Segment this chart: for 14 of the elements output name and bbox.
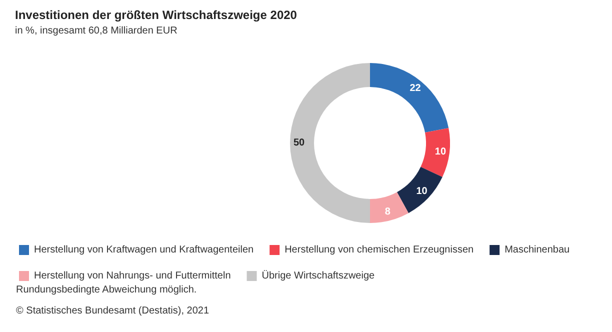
data-label: 8	[384, 206, 391, 218]
legend-label: Herstellung von Nahrungs- und Futtermitteln	[34, 270, 231, 282]
data-label: 22	[410, 82, 422, 94]
text: Rundungsbedingte Abweichung möglich.	[16, 284, 197, 296]
chart-subtitle: in %, insgesamt 60,8 Milliarden EUR	[15, 26, 178, 36]
chart-title: Investitionen der größten Wirtschaftszweige 2020	[15, 8, 298, 22]
legend-label: Herstellung von chemischen Erzeugnissen	[284, 244, 474, 256]
text: © Statistisches Bundesamt (Destatis), 2021	[16, 306, 210, 316]
data-label: 10	[416, 186, 428, 198]
legend-label: Maschinenbau	[504, 244, 570, 256]
legend-label: Herstellung von Kraftwagen und Kraftwagenteilen	[34, 244, 254, 256]
legend-label: Übrige Wirtschaftszweige	[262, 270, 376, 282]
data-label: 50	[293, 138, 305, 148]
data-label: 10	[434, 146, 446, 158]
